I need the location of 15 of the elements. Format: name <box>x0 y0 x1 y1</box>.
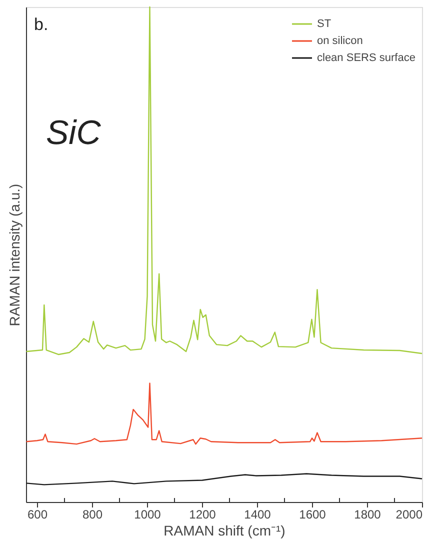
x-tick-label: 1600 <box>299 508 326 522</box>
legend-label: on silicon <box>317 35 363 47</box>
x-tick-label: 1000 <box>134 508 162 522</box>
annotation: SiC <box>46 114 102 152</box>
annotation: b. <box>34 15 48 34</box>
x-tick-label: 1200 <box>189 508 216 522</box>
x-tick-label: 2000 <box>396 508 423 522</box>
x-tick-label: 1800 <box>354 508 382 522</box>
x-tick-label: 800 <box>82 508 103 522</box>
legend-label: ST <box>317 18 332 30</box>
legend-label: clean SERS surface <box>317 52 416 64</box>
y-axis-title: RAMAN intensity (a.u.) <box>6 184 22 326</box>
x-axis-title: RAMAN shift (cm⁻¹) <box>164 522 286 538</box>
x-tick-label: 600 <box>27 508 48 522</box>
x-tick-label: 1400 <box>244 508 272 522</box>
